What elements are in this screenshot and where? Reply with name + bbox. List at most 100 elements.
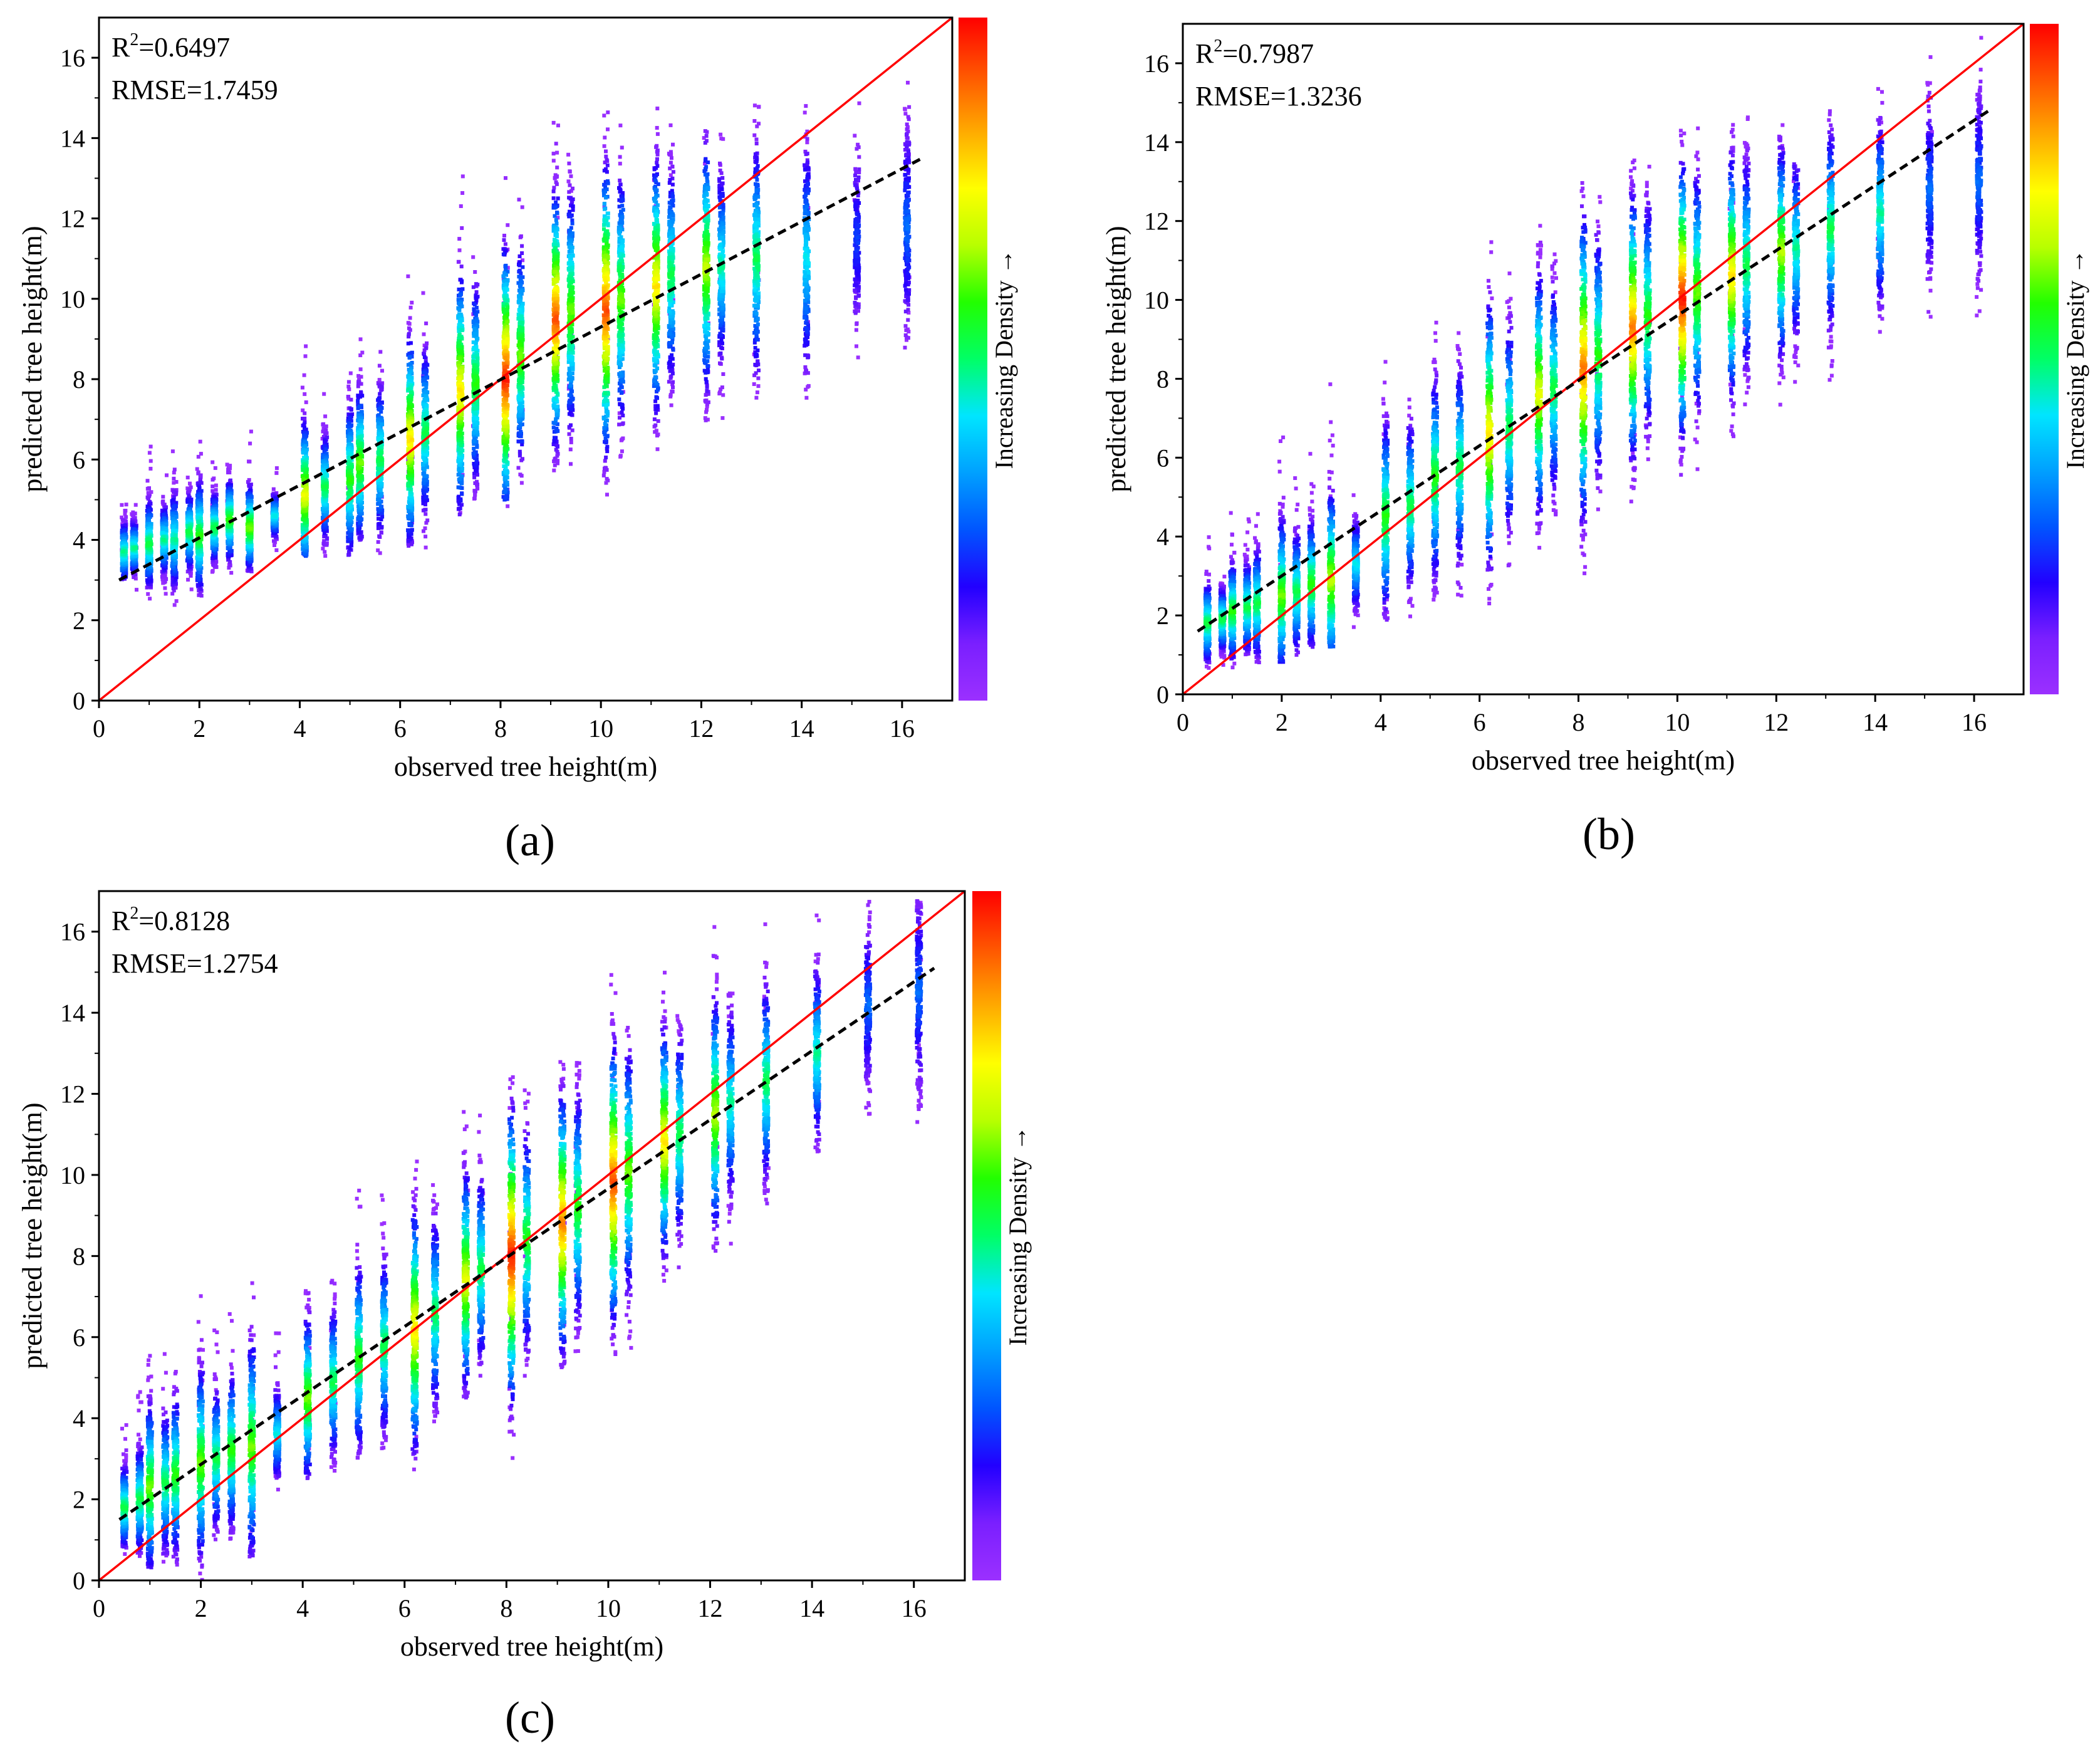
data-point: [803, 216, 807, 221]
data-point: [356, 399, 360, 403]
data-point: [424, 372, 429, 376]
data-point: [805, 310, 809, 315]
data-point: [755, 177, 759, 182]
data-point: [854, 177, 858, 182]
data-point: [346, 395, 350, 399]
data-point: [460, 298, 464, 301]
data-point: [358, 395, 363, 399]
data-point: [506, 269, 510, 274]
data-point: [303, 420, 307, 424]
data-point: [551, 189, 556, 194]
data-point: [551, 159, 556, 163]
data-point: [717, 392, 722, 395]
data-point: [903, 107, 907, 111]
data-point: [857, 201, 861, 205]
data-point: [654, 411, 658, 415]
data-point: [324, 543, 328, 547]
data-point: [704, 167, 708, 172]
data-point: [720, 416, 725, 420]
data-point: [211, 545, 215, 549]
data-point: [653, 375, 658, 379]
data-point: [553, 463, 557, 467]
data-point: [189, 573, 193, 578]
data-point: [670, 372, 675, 375]
data-point: [567, 249, 571, 254]
data-point: [377, 425, 381, 429]
data-point: [321, 429, 325, 434]
data-point: [145, 523, 150, 527]
data-point: [856, 194, 860, 197]
data-point: [172, 489, 176, 494]
data-point: [719, 333, 724, 337]
data-point: [805, 177, 809, 181]
data-point: [653, 404, 658, 408]
data-point: [606, 181, 610, 185]
data-point: [855, 322, 859, 326]
data-point: [905, 221, 909, 226]
data-point: [346, 397, 351, 401]
data-point: [717, 343, 721, 348]
data-point: [571, 397, 575, 401]
data-point: [907, 154, 911, 158]
data-point: [567, 244, 571, 249]
data-point: [422, 491, 425, 495]
data-point: [517, 439, 521, 444]
data-point: [703, 416, 707, 420]
data-point: [185, 476, 190, 479]
data-point: [752, 373, 757, 377]
data-point: [907, 150, 911, 154]
data-point: [504, 176, 507, 180]
data-point: [856, 145, 861, 149]
data-point: [702, 136, 706, 140]
data-point: [406, 342, 410, 346]
data-point: [199, 593, 204, 598]
data-point: [754, 311, 759, 316]
data-point: [172, 495, 176, 499]
data-point: [227, 566, 231, 570]
data-point: [211, 556, 214, 560]
data-point: [410, 513, 414, 517]
data-point: [195, 564, 199, 568]
data-point: [501, 252, 506, 256]
data-point: [755, 204, 759, 209]
data-point: [603, 466, 608, 470]
data-point: [555, 454, 559, 458]
data-point: [668, 173, 673, 177]
data-point: [671, 385, 675, 390]
data-point: [804, 202, 809, 207]
data-point: [602, 202, 606, 206]
data-point: [621, 414, 625, 417]
data-point: [145, 479, 150, 483]
data-point: [359, 375, 363, 379]
data-point: [670, 337, 675, 342]
data-point: [907, 280, 911, 284]
data-point: [171, 587, 175, 590]
data-point: [424, 488, 429, 492]
data-point: [618, 415, 621, 420]
data-point: [348, 529, 352, 533]
data-point: [358, 367, 363, 372]
data-point: [601, 417, 606, 420]
data-point: [424, 464, 428, 469]
data-point: [472, 326, 477, 331]
data-point: [702, 358, 706, 362]
data-point: [907, 303, 911, 307]
data-point: [757, 105, 761, 109]
data-point: [228, 487, 232, 491]
data-point: [199, 489, 204, 493]
data-point: [903, 345, 907, 350]
data-point: [410, 350, 414, 355]
data-point: [407, 544, 411, 548]
data-point: [907, 179, 911, 183]
data-point: [472, 329, 477, 333]
data-point: [174, 578, 178, 582]
data-point: [359, 391, 363, 395]
data-point: [358, 536, 362, 540]
data-point: [457, 513, 462, 516]
data-point: [907, 274, 911, 279]
data-point: [603, 459, 607, 463]
data-point: [803, 303, 808, 307]
data-point: [474, 296, 478, 300]
data-point: [457, 237, 462, 241]
data-point: [408, 328, 412, 332]
